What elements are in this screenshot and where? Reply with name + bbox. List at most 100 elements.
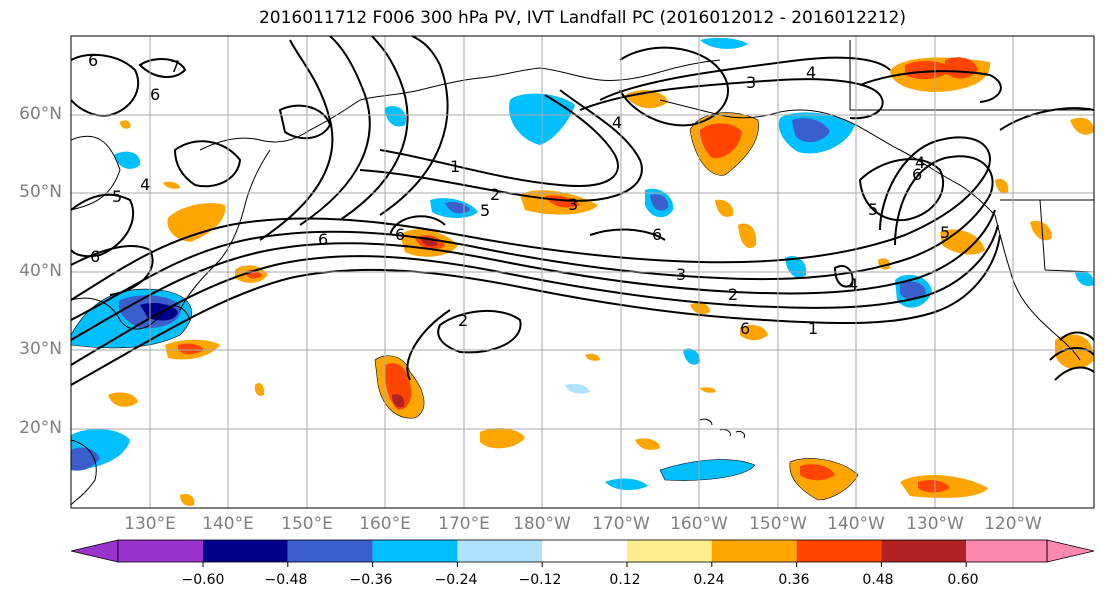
contour-label: 3 <box>676 265 686 284</box>
contour-label: 4 <box>612 113 622 132</box>
pv-contours <box>71 36 1094 386</box>
colorbar-tick-label: −0.24 <box>434 572 478 588</box>
lat-label: 60°N <box>19 104 62 124</box>
lon-label: 160°E <box>359 514 411 534</box>
contour-label: 2 <box>458 311 468 330</box>
colorbar-segment <box>711 540 797 562</box>
contour-label: 6 <box>395 225 405 244</box>
contour-label: 3 <box>568 195 578 214</box>
coastline <box>539 59 721 81</box>
negative-anomaly <box>385 105 406 127</box>
negative-anomaly <box>700 37 748 49</box>
contour-label: 1 <box>450 157 460 176</box>
coastline <box>71 297 191 330</box>
pv-contour <box>71 193 135 258</box>
lat-label: 20°N <box>19 418 62 438</box>
lon-label: 180°W <box>513 514 571 534</box>
contour-label: 2 <box>728 285 738 304</box>
colorbar-tick-label: −0.12 <box>518 572 562 588</box>
lat-label: 50°N <box>19 182 62 202</box>
positive-anomaly <box>700 123 742 159</box>
colorbar-segment <box>542 540 627 562</box>
colorbar-segment <box>287 540 373 562</box>
coastline <box>994 214 1081 361</box>
pv-contour <box>71 53 140 117</box>
colorbar-tick-label: −0.48 <box>264 572 308 588</box>
pv-contour <box>379 94 619 187</box>
negative-anomaly <box>114 151 141 169</box>
contour-label: 6 <box>318 230 328 249</box>
colorbar-outline <box>117 539 1048 563</box>
negative-anomaly <box>71 447 100 471</box>
contour-label: 3 <box>746 73 756 92</box>
pv-contour <box>71 224 999 366</box>
pv-contour <box>579 78 884 120</box>
pv-contour <box>71 209 996 341</box>
contour-label: 5 <box>480 201 490 220</box>
colorbar-segment <box>627 540 712 562</box>
positive-anomaly <box>690 302 710 314</box>
pv-contour <box>389 215 446 236</box>
lat-label: 30°N <box>19 339 62 359</box>
negative-anomaly <box>565 383 590 394</box>
lon-label: 130°W <box>906 514 964 534</box>
colorbar-tick-label: −0.36 <box>349 572 393 588</box>
pv-contour <box>138 58 187 78</box>
pv-contour <box>599 56 891 101</box>
positive-anomaly <box>800 464 835 481</box>
contour-label: 6 <box>912 165 922 184</box>
colorbar-tick-label: 0.24 <box>693 572 725 588</box>
pv-contour <box>619 46 730 127</box>
pv-contour <box>359 89 643 202</box>
anomaly-outlines <box>71 112 859 501</box>
positive-anomaly <box>163 181 180 189</box>
negative-anomaly <box>1075 271 1094 286</box>
pv-contour <box>379 36 449 216</box>
contour-label: 6 <box>150 85 160 104</box>
coastline <box>659 99 841 119</box>
positive-anomaly <box>108 392 138 407</box>
positive-anomaly <box>635 438 660 450</box>
contour-label: 4 <box>140 175 150 194</box>
pv-contour <box>437 309 522 354</box>
positive-anomaly <box>180 494 195 506</box>
pv-contour <box>999 107 1094 131</box>
colorbar-extend-min <box>70 539 119 563</box>
pv-contour <box>1049 331 1094 381</box>
contour-label: 2 <box>490 185 500 204</box>
positive-anomaly <box>167 203 226 242</box>
pv-contour <box>71 244 154 296</box>
negative-anomaly <box>605 478 648 491</box>
coastline <box>199 99 361 151</box>
negative-anomaly <box>900 281 926 300</box>
positive-anomaly <box>585 353 600 361</box>
lat-label: 40°N <box>19 261 62 281</box>
contour-label: 5 <box>940 223 950 242</box>
contour-label: 4 <box>848 275 858 294</box>
lon-label: 140°E <box>202 514 254 534</box>
lon-label: 130°E <box>124 514 176 534</box>
positive-anomaly <box>740 324 768 341</box>
map-frame <box>70 35 1095 509</box>
pv-contour <box>859 70 1002 103</box>
colorbar-segment <box>796 540 882 562</box>
lon-label: 140°W <box>827 514 885 534</box>
pv-contour <box>833 265 854 288</box>
colorbar-segment <box>457 540 543 562</box>
pv-contour <box>71 136 991 301</box>
colorbar-segment <box>118 540 203 562</box>
pv-contour <box>589 228 666 241</box>
colorbar-tick-label: 0.60 <box>947 572 979 588</box>
positive-anomaly <box>1070 117 1094 135</box>
graticule <box>71 36 1094 508</box>
negative-anomaly <box>650 194 669 211</box>
lon-label: 170°E <box>438 514 490 534</box>
contour-label: 4 <box>915 153 925 172</box>
colorbar-tick-label: 0.36 <box>778 572 810 588</box>
lon-label: 120°W <box>984 514 1042 534</box>
positive-anomaly <box>905 60 952 80</box>
contour-label: 5 <box>112 187 122 206</box>
coastline <box>849 40 1094 111</box>
contour-label: 6 <box>90 247 100 266</box>
